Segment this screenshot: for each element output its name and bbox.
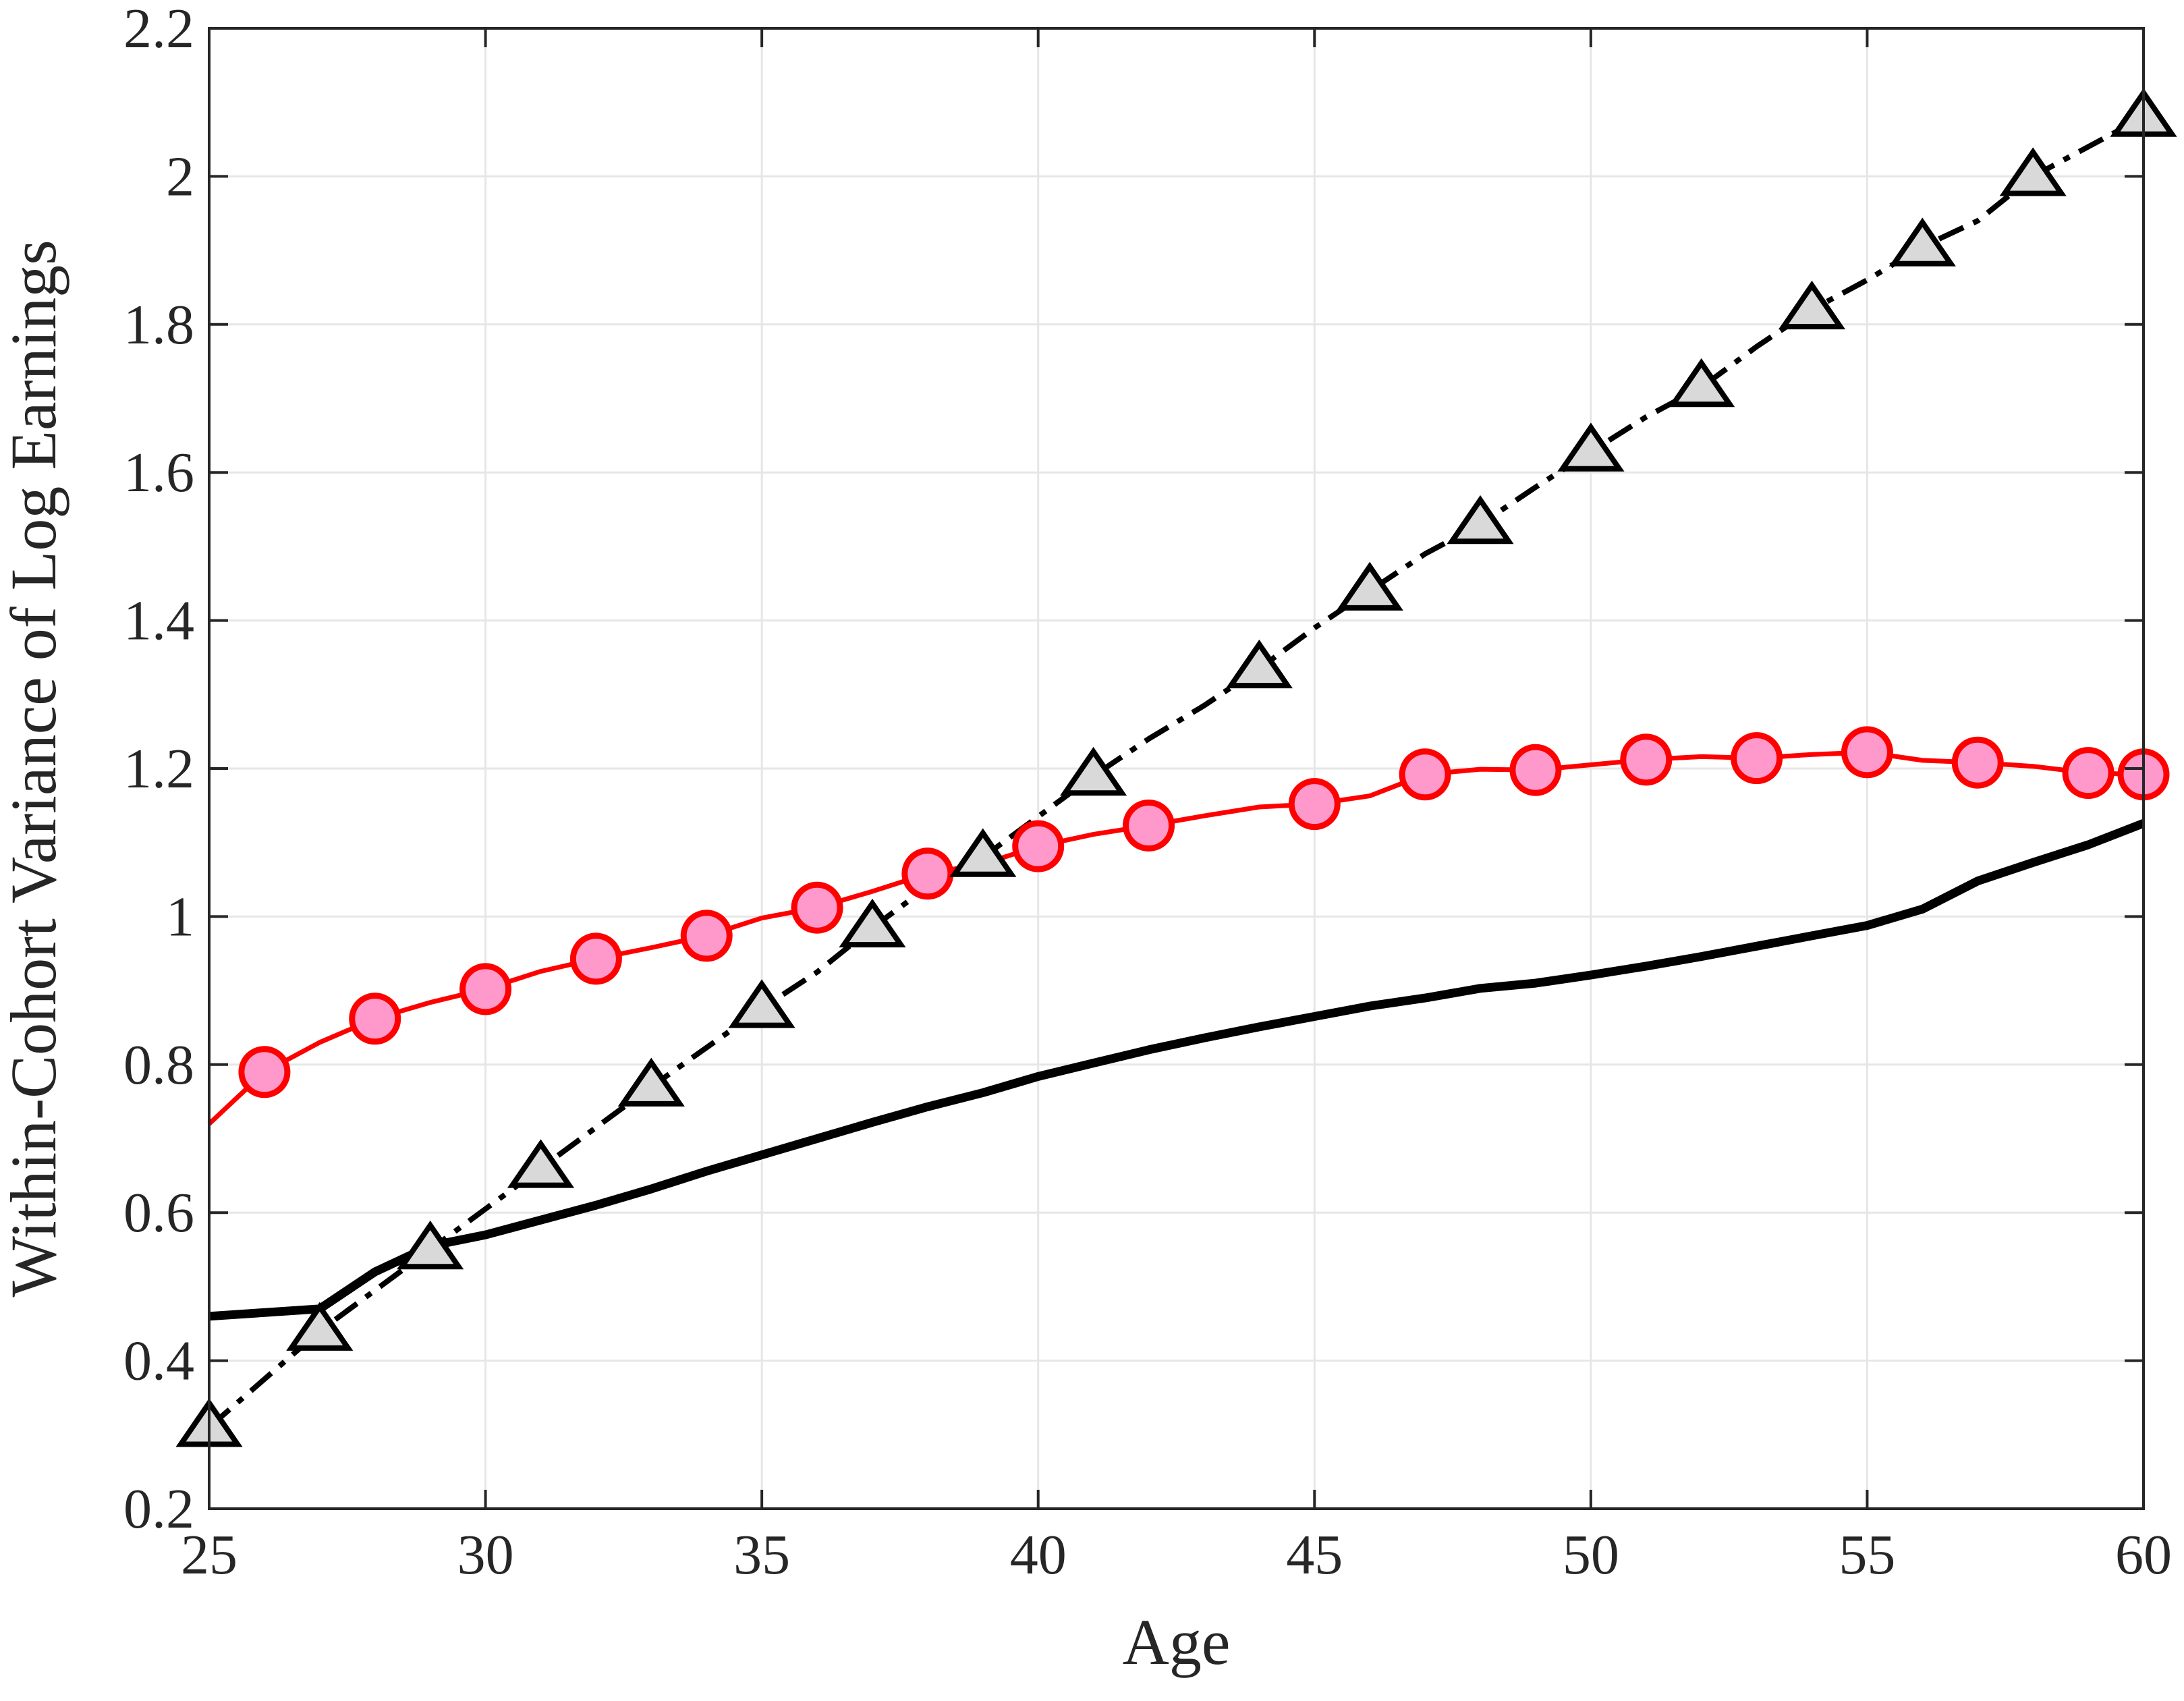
gridlines	[208, 27, 2145, 1510]
circle-marker	[1123, 799, 1175, 852]
circle-marker	[1841, 726, 1893, 779]
triangle-marker	[1668, 358, 1735, 408]
triangle-marker	[1557, 422, 1625, 472]
circle-marker	[238, 1046, 291, 1098]
circle-marker	[569, 932, 622, 985]
circle-marker	[1509, 744, 1562, 796]
circle-marker	[901, 847, 954, 900]
y-axis-label: Within-Cohort Variance of Log Earnings	[0, 240, 69, 1297]
triangle-marker	[617, 1057, 685, 1107]
y-tick-label: 1.2	[123, 737, 194, 800]
triangle-marker	[1336, 561, 1403, 611]
x-tick-label: 60	[2115, 1524, 2172, 1586]
x-tick-label: 45	[1286, 1524, 1343, 1586]
triangle-marker	[728, 979, 795, 1028]
series-markers	[175, 88, 2177, 1447]
circle-marker	[680, 910, 733, 962]
axis-ticks: 25 30 35 40 45 50 55 60 0.2 0.4 0.6 0.8 1 1.2 1.4 1.6 1.…	[123, 0, 2172, 1586]
triangle-marker	[1225, 639, 1293, 689]
triangle-marker	[397, 1220, 464, 1270]
triangle-marker	[1778, 280, 1846, 330]
circle-marker	[459, 963, 512, 1015]
circle-marker	[1620, 733, 1673, 786]
x-axis-label: Age	[1123, 1606, 1231, 1678]
y-tick-label: 1.4	[123, 590, 194, 652]
y-tick-label: 1	[166, 885, 194, 948]
x-tick-label: 25	[181, 1524, 237, 1586]
y-tick-label: 0.4	[123, 1330, 194, 1393]
triangle-marker	[1888, 217, 1956, 267]
circle-marker	[2062, 747, 2115, 800]
circle-marker	[1288, 778, 1341, 831]
triangle-marker	[1060, 746, 1127, 796]
triangle-marker	[949, 828, 1017, 877]
circle-marker	[1731, 732, 1783, 785]
circle-marker	[791, 881, 843, 934]
triangle-marker	[286, 1302, 354, 1351]
circle-marker	[349, 993, 401, 1045]
y-tick-label: 2	[166, 145, 194, 208]
x-tick-label: 50	[1563, 1524, 1619, 1586]
triangle-marker	[839, 898, 906, 948]
y-tick-label: 0.6	[123, 1181, 194, 1244]
circle-marker	[1951, 736, 2004, 789]
circle-marker	[1399, 748, 1451, 801]
y-tick-label: 1.6	[123, 441, 194, 504]
y-tick-label: 1.8	[123, 294, 194, 356]
triangle-marker	[507, 1139, 575, 1188]
x-tick-label: 40	[1010, 1524, 1067, 1586]
triangle-marker	[1447, 495, 1514, 545]
y-tick-label: 0.2	[123, 1478, 194, 1540]
series-line-2	[207, 750, 2144, 1126]
y-tick-label: 2.2	[123, 0, 194, 60]
triangle-marker	[1999, 147, 2067, 196]
series-line-1	[208, 819, 2146, 1321]
circle-marker	[1012, 820, 1065, 872]
y-tick-label: 0.8	[123, 1034, 194, 1096]
x-tick-label: 30	[457, 1524, 514, 1586]
x-tick-label: 55	[1839, 1524, 1895, 1586]
x-tick-label: 35	[733, 1524, 790, 1586]
